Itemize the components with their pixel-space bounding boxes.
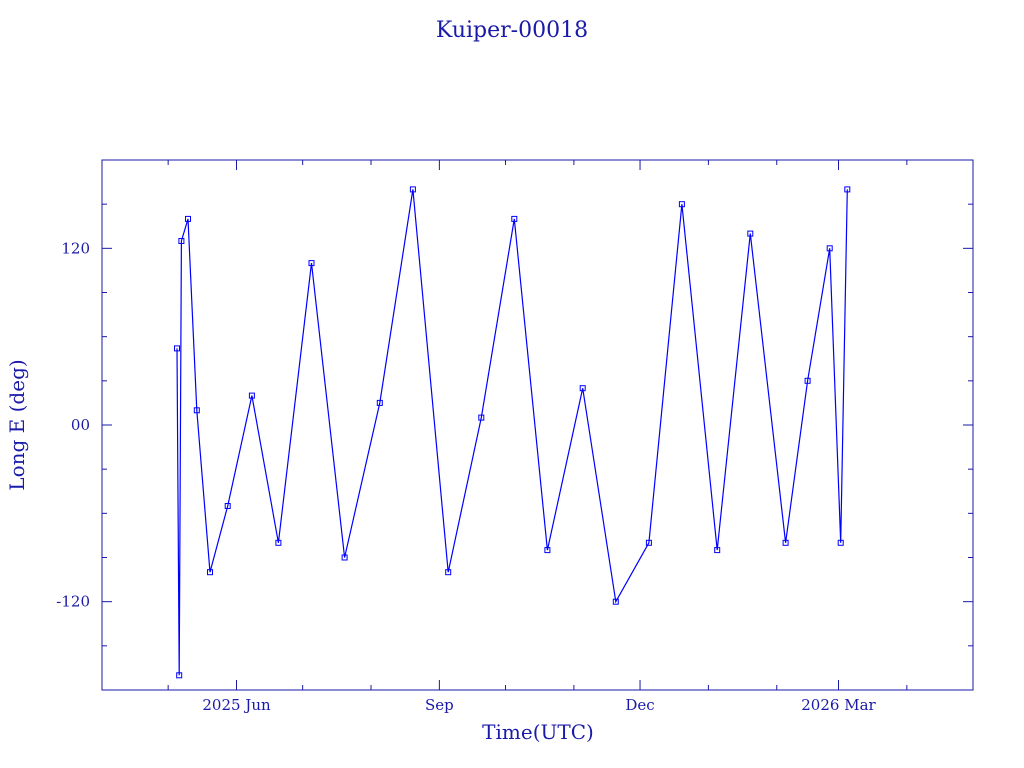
data-point — [645, 539, 652, 546]
x-tick-label: Dec — [625, 696, 654, 714]
data-point — [714, 547, 721, 554]
data-point — [782, 539, 789, 546]
data-point — [678, 201, 685, 208]
data-point — [174, 345, 180, 352]
x-tick-label: Sep — [425, 696, 454, 714]
data-point — [341, 554, 348, 561]
data-point — [837, 539, 844, 546]
data-point — [826, 245, 833, 252]
data-point — [804, 377, 811, 384]
x-tick-label: 2025 Jun — [202, 696, 271, 714]
series-line — [176, 189, 848, 676]
y-tick-label: -120 — [56, 593, 90, 611]
data-point — [579, 385, 586, 392]
data-point — [275, 539, 282, 546]
x-tick-label: 2026 Mar — [801, 696, 876, 714]
y-axis-label: Long E (deg) — [5, 359, 29, 490]
data-point — [511, 215, 518, 222]
data-point — [445, 569, 452, 576]
data-point — [207, 569, 213, 576]
data-point — [176, 672, 183, 679]
data-point — [478, 414, 485, 421]
data-point — [844, 186, 851, 193]
data-point — [747, 230, 754, 237]
x-axis-label: Time(UTC) — [482, 720, 594, 744]
chart-title: Kuiper-00018 — [436, 18, 588, 43]
data-point — [612, 598, 619, 605]
data-point — [544, 547, 551, 554]
data-point — [178, 238, 185, 244]
y-tick-label: 00 — [71, 416, 90, 434]
data-point — [376, 399, 383, 406]
data-point — [248, 392, 255, 399]
data-point — [308, 260, 315, 267]
data-point — [185, 215, 191, 222]
y-tick-label: 120 — [61, 239, 90, 257]
data-point — [224, 503, 231, 509]
data-point — [193, 407, 200, 414]
data-point — [409, 186, 416, 193]
